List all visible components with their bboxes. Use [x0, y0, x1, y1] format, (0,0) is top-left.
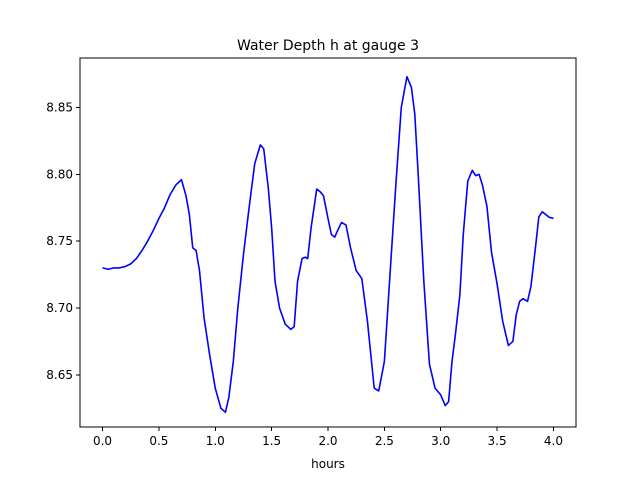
- y-tick-label: 8.75: [46, 234, 73, 248]
- y-tick-label: 8.80: [46, 167, 73, 181]
- x-axis-label: hours: [311, 457, 345, 471]
- y-tick-label: 8.70: [46, 301, 73, 315]
- y-tick-label: 8.65: [46, 368, 73, 382]
- series-line-0: [102, 75, 554, 414]
- x-tick-label: 4.0: [544, 434, 563, 448]
- x-tick-label: 1.0: [206, 434, 225, 448]
- x-tick-label: 0.5: [149, 434, 168, 448]
- x-tick-label: 2.0: [318, 434, 337, 448]
- x-tick-label: 2.5: [375, 434, 394, 448]
- x-tick-label: 1.5: [262, 434, 281, 448]
- x-tick-label: 3.0: [431, 434, 450, 448]
- y-axis: 8.65 8.70 8.75 8.80 8.85: [46, 100, 80, 382]
- x-tick-label: 0.0: [93, 434, 112, 448]
- x-axis: 0.0 0.5 1.0 1.5 2.0 2.5 3.0 3.5 4.0: [93, 427, 563, 448]
- chart-title: Water Depth h at gauge 3: [237, 38, 419, 54]
- y-tick-label: 8.85: [46, 100, 73, 114]
- x-tick-label: 3.5: [488, 434, 507, 448]
